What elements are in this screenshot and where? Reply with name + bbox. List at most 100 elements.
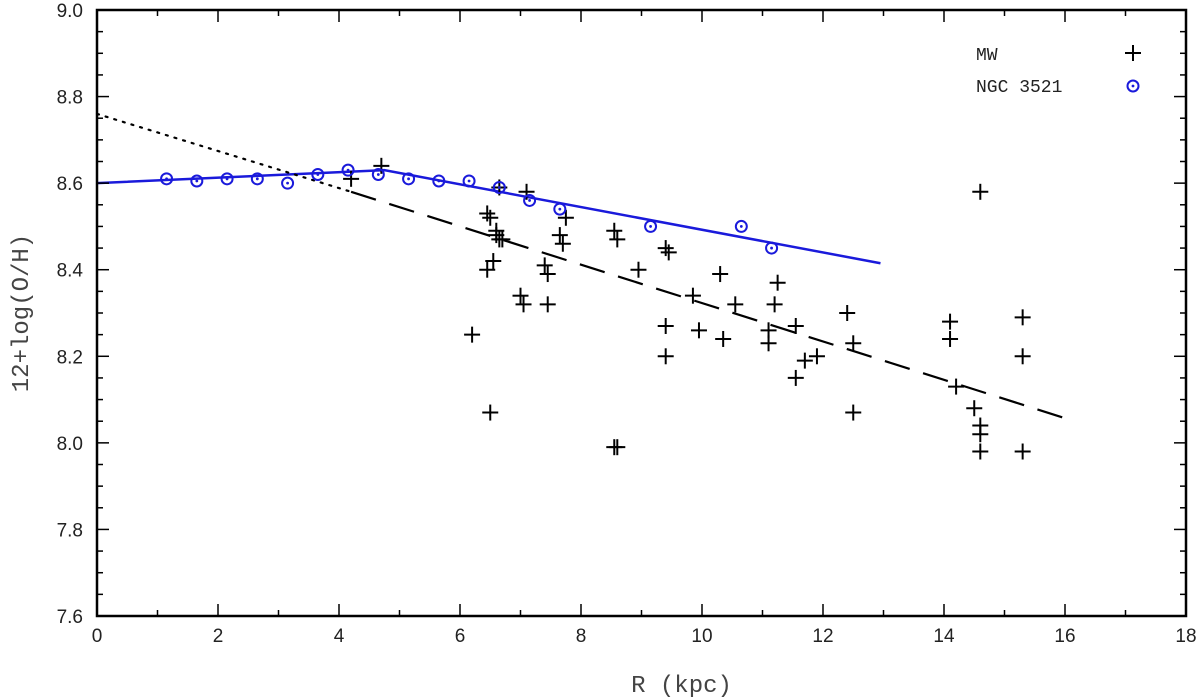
legend-marker-ngc-3521 xyxy=(1126,79,1140,93)
y-tick-label: 9.0 xyxy=(57,1,83,22)
mw-data-point xyxy=(1014,348,1031,365)
fit-lines xyxy=(95,112,1066,420)
mw-data-point xyxy=(657,317,674,334)
ngc-3521-data-point xyxy=(644,219,658,233)
mw-data-point xyxy=(769,274,786,291)
legend-plus-marker xyxy=(1125,45,1141,61)
mw-data-point xyxy=(554,235,571,252)
mw-data-point xyxy=(482,209,499,226)
mw-data-point xyxy=(948,378,965,395)
mw-data-point xyxy=(512,287,529,304)
fit-line-solid-blue xyxy=(96,168,881,265)
mw-data-point xyxy=(972,183,989,200)
ngc-3521-data-point xyxy=(765,241,779,255)
mw-data-point xyxy=(518,183,535,200)
mw-data-point xyxy=(972,443,989,460)
ngc-3521-data-point xyxy=(734,219,748,233)
axis-tick-labels: 0 2 4 6 8 10 12 14 16 18 7.6 7.8 8.0 8.2 8.4 8.6 8.8 9.0 xyxy=(57,1,1197,647)
mw-data-point xyxy=(609,231,626,248)
y-tick-label: 8.0 xyxy=(57,434,83,455)
legend-marker-mw xyxy=(1125,45,1141,61)
x-tick-label: 12 xyxy=(812,626,833,647)
mw-data-point xyxy=(727,296,744,313)
mw-data-point xyxy=(966,400,983,417)
ngc-3521-data-point xyxy=(523,193,537,207)
mw-data-point xyxy=(787,317,804,334)
ngc-3521-data-point xyxy=(553,202,567,216)
mw-data-point xyxy=(606,222,623,239)
mw-data-point xyxy=(482,404,499,421)
mw-data-point xyxy=(845,335,862,352)
mw-data-point xyxy=(1014,309,1031,326)
mw-data-point xyxy=(630,261,647,278)
x-tick-label: 8 xyxy=(576,626,587,647)
ngc-3521-data-point xyxy=(220,172,234,186)
ngc-3521-data-point xyxy=(311,167,325,181)
fit-line-dotted-black xyxy=(95,112,353,193)
mw-data-point xyxy=(766,296,783,313)
mw-data-point xyxy=(972,426,989,443)
mw-data-point xyxy=(942,330,959,347)
x-tick-label: 0 xyxy=(92,626,103,647)
mw-data-point xyxy=(712,266,729,283)
mw-data-point xyxy=(373,157,390,174)
y-tick-label: 7.6 xyxy=(57,607,83,628)
x-tick-label: 6 xyxy=(455,626,466,647)
ngc-3521-data-point xyxy=(160,172,174,186)
legend: MW NGC 3521 xyxy=(976,45,1141,98)
mw-data-point xyxy=(839,305,856,321)
mw-data-point xyxy=(942,313,959,330)
y-tick-label: 8.4 xyxy=(57,261,84,282)
mw-data-point xyxy=(609,439,626,456)
x-tick-label: 2 xyxy=(213,626,224,647)
mw-data-point xyxy=(485,253,502,270)
mw-data-point xyxy=(690,322,707,339)
legend-label-mw: MW xyxy=(976,46,998,66)
mw-points xyxy=(343,157,1031,460)
mw-data-point xyxy=(787,369,804,386)
mw-data-point xyxy=(660,244,677,261)
legend-label-ngc-3521: NGC 3521 xyxy=(976,78,1062,98)
x-axis-title: R (kpc) xyxy=(631,673,732,699)
mw-data-point xyxy=(684,287,701,304)
x-tick-label: 4 xyxy=(334,626,345,647)
y-axis-title: 12+log(O/H) xyxy=(9,234,36,392)
y-tick-label: 7.8 xyxy=(57,520,83,541)
axis-ticks xyxy=(96,9,1187,617)
mw-data-point xyxy=(1014,443,1031,460)
y-tick-label: 8.2 xyxy=(57,347,83,368)
mw-data-point xyxy=(464,326,481,343)
x-tick-label: 16 xyxy=(1054,626,1075,647)
mw-data-point xyxy=(494,231,511,248)
mw-data-point xyxy=(657,348,674,365)
mw-data-point xyxy=(760,335,777,352)
ngc-3521-data-point xyxy=(492,180,506,194)
mw-data-point xyxy=(808,348,825,365)
mw-data-point xyxy=(845,404,862,421)
x-tick-label: 10 xyxy=(691,626,712,647)
y-tick-label: 8.8 xyxy=(57,88,83,109)
ngc-3521-data-point xyxy=(341,163,355,177)
mw-data-point xyxy=(657,240,674,257)
x-tick-label: 18 xyxy=(1175,626,1196,647)
mw-data-point xyxy=(343,170,360,187)
mw-data-point xyxy=(539,296,556,313)
mw-data-point xyxy=(515,296,532,313)
mw-data-point xyxy=(539,266,556,283)
ngc-3521-data-point xyxy=(432,174,446,188)
mw-data-point xyxy=(715,330,732,347)
mw-data-point xyxy=(796,352,813,369)
fit-line-dashed-black xyxy=(350,190,1066,420)
ngc-3521-data-point xyxy=(281,176,295,190)
ngc-3521-data-point xyxy=(190,174,204,188)
mw-data-point xyxy=(479,205,496,222)
ngc-points xyxy=(160,163,779,255)
mw-data-point xyxy=(479,261,496,278)
x-tick-label: 14 xyxy=(933,626,955,647)
mw-data-point xyxy=(557,209,574,226)
mw-data-point xyxy=(536,257,553,274)
y-tick-label: 8.6 xyxy=(57,174,83,195)
ngc-3521-data-point xyxy=(402,172,416,186)
legend-circle-marker xyxy=(1126,79,1140,93)
ngc-3521-data-point xyxy=(462,174,476,188)
